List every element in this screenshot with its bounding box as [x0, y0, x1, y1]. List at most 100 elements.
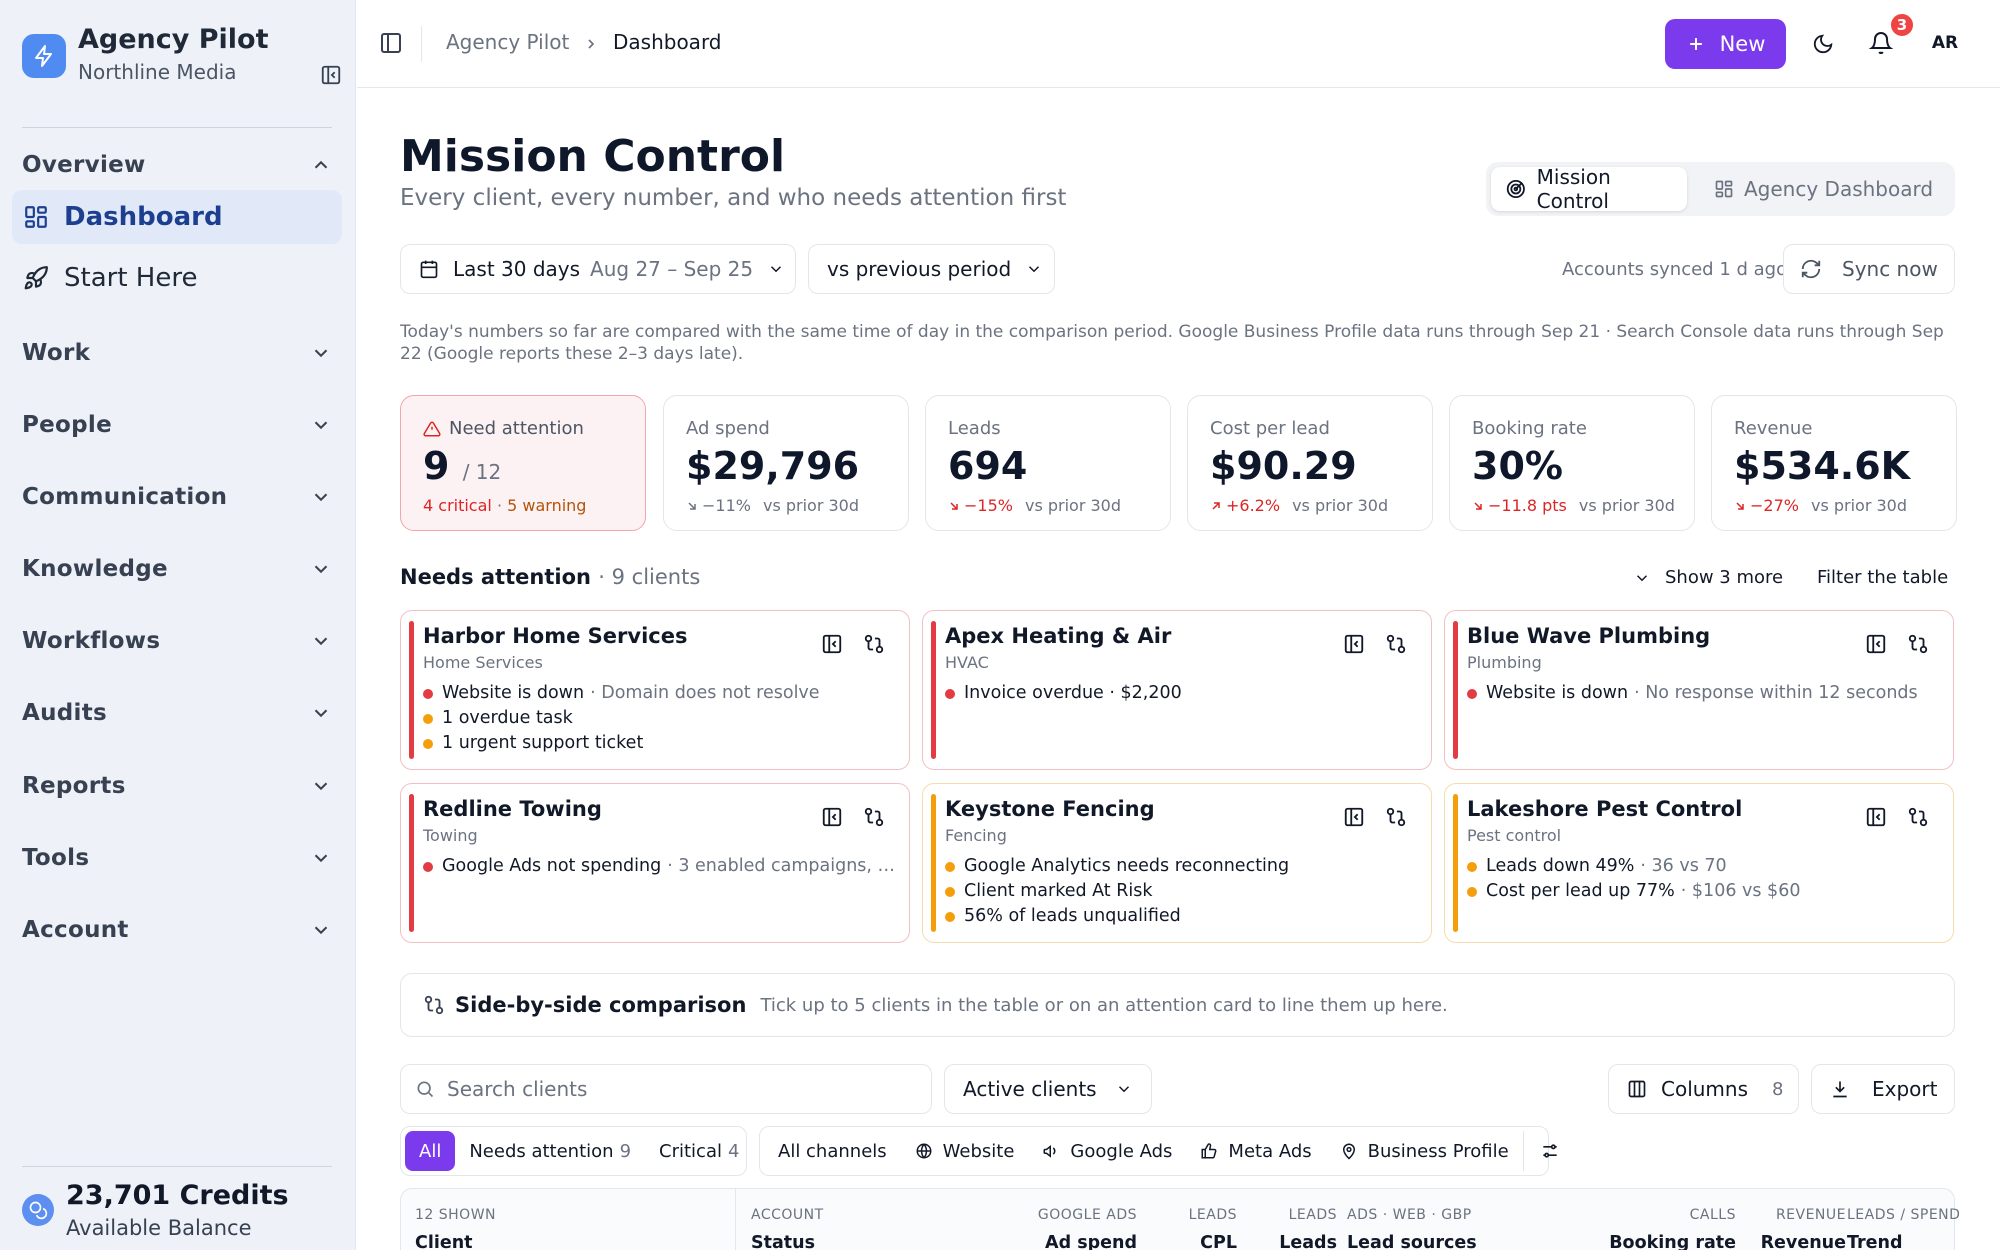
page-title: Mission Control [400, 131, 786, 182]
kpi-value: $29,796 [686, 444, 860, 488]
nav-group-workflows[interactable]: Workflows [22, 621, 332, 661]
client-name[interactable]: Harbor Home Services [423, 624, 688, 648]
pin-panel-icon[interactable] [821, 806, 843, 828]
tab-mission-control[interactable]: Mission Control [1491, 165, 1687, 213]
nav-group-people[interactable]: People [22, 405, 332, 445]
kpi-card-booking-rate[interactable]: Booking rate 30% −11.8 pts vs prior 30d [1449, 395, 1695, 531]
comparison-desc: Tick up to 5 clients in the table or on … [760, 994, 1448, 1016]
column-label: Trend [1847, 1233, 1903, 1250]
client-name[interactable]: Apex Heating & Air [945, 624, 1172, 648]
kpi-card-ad-spend[interactable]: Ad spend $29,796 −11% vs prior 30d [663, 395, 909, 531]
nav-group-tools[interactable]: Tools [22, 838, 332, 878]
collapse-sidebar-icon[interactable] [320, 64, 342, 86]
issue-detail: · No response within 12 seconds [1634, 683, 1918, 703]
toggle-sidebar-icon[interactable] [379, 31, 403, 55]
sidebar-item-start-here[interactable]: Start Here [12, 251, 342, 305]
compare-icon[interactable] [863, 806, 885, 828]
date-range-picker[interactable]: Last 30 days Aug 27 – Sep 25 [400, 244, 796, 294]
columns-count: 8 [1772, 1078, 1784, 1100]
column-header-ad-spend[interactable]: GOOGLE ADS Ad spend [937, 1189, 1137, 1250]
kpi-card-cost-per-lead[interactable]: Cost per lead $90.29 +6.2% vs prior 30d [1187, 395, 1433, 531]
channel-website[interactable]: Website [901, 1131, 1029, 1171]
new-button[interactable]: New [1665, 19, 1786, 69]
pin-panel-icon[interactable] [1343, 633, 1365, 655]
compare-icon[interactable] [1907, 806, 1929, 828]
column-header-booking-rate[interactable]: CALLS Booking rate [1531, 1189, 1736, 1250]
tab-label: Agency Dashboard [1744, 177, 1934, 201]
pin-panel-icon[interactable] [821, 633, 843, 655]
tab-agency-dashboard[interactable]: Agency Dashboard [1714, 167, 1933, 211]
channel-google-ads[interactable]: Google Ads [1028, 1131, 1186, 1171]
kpi-delta-value: −11.8 pts [1488, 496, 1567, 515]
channel-settings-button[interactable] [1522, 1131, 1574, 1171]
sync-now-button[interactable]: Sync now [1783, 244, 1955, 294]
severity-dot [945, 886, 955, 897]
attention-card[interactable]: Lakeshore Pest Control Pest control Leads … [1444, 783, 1954, 943]
column-header-revenue[interactable]: REVENUE Revenue [1736, 1189, 1846, 1250]
compare-icon[interactable] [1907, 633, 1929, 655]
kpi-label: Need attention [449, 418, 584, 439]
attention-card[interactable]: Redline Towing Towing Google Ads not spend… [400, 783, 910, 943]
client-name[interactable]: Keystone Fencing [945, 797, 1155, 821]
nav-group-knowledge[interactable]: Knowledge [22, 549, 332, 589]
column-header-lead-sources[interactable]: ADS · WEB · GBP Lead sources [1347, 1189, 1547, 1250]
comparison-select[interactable]: vs previous period [808, 244, 1055, 294]
client-name[interactable]: Lakeshore Pest Control [1467, 797, 1743, 821]
nav-group-communication[interactable]: Communication [22, 477, 332, 517]
filter-table-link[interactable]: Filter the table [1817, 567, 1949, 588]
columns-button[interactable]: Columns 8 [1608, 1064, 1799, 1114]
nav-group-work[interactable]: Work [22, 333, 332, 373]
nav-group-overview[interactable]: Overview [22, 145, 332, 185]
tab-critical[interactable]: Critical 4 [645, 1131, 753, 1171]
channel-label: Google Ads [1070, 1140, 1173, 1162]
channel-business-profile[interactable]: Business Profile [1326, 1131, 1523, 1171]
side-by-side-comparison: Side-by-side comparison Tick up to 5 cli… [400, 973, 1955, 1037]
sidebar-item-dashboard[interactable]: Dashboard [12, 190, 342, 244]
kpi-need-attention[interactable]: Need attention 9 / 12 4 critical · 5 war… [400, 395, 646, 531]
kpi-card-revenue[interactable]: Revenue $534.6K −27% vs prior 30d [1711, 395, 1957, 531]
attention-card[interactable]: Harbor Home Services Home Services Website… [400, 610, 910, 770]
show-more-button[interactable]: Show 3 more [1633, 567, 1783, 588]
kpi-label: Booking rate [1472, 418, 1587, 439]
client-status-select[interactable]: Active clients [944, 1064, 1152, 1114]
nav-group-reports[interactable]: Reports [22, 766, 332, 806]
refresh-icon [1801, 259, 1821, 279]
breadcrumb-root[interactable]: Agency Pilot [446, 30, 570, 54]
attention-card[interactable]: Apex Heating & Air HVAC Invoice overdue · … [922, 610, 1432, 770]
attention-card[interactable]: Keystone Fencing Fencing Google Analytics … [922, 783, 1432, 943]
column-header-cpl[interactable]: LEADS CPL [1137, 1189, 1237, 1250]
column-header-leads[interactable]: LEADS Leads [1237, 1189, 1337, 1250]
divider [735, 1189, 736, 1250]
brand: Agency Pilot Northline Media [22, 22, 341, 92]
pin-panel-icon[interactable] [1343, 806, 1365, 828]
date-range-dates: Aug 27 – Sep 25 [590, 257, 754, 281]
client-name[interactable]: Blue Wave Plumbing [1467, 624, 1711, 648]
issue-detail: · 36 vs 70 [1640, 856, 1727, 876]
export-button[interactable]: Export [1811, 1064, 1955, 1114]
date-range-label: Last 30 days [453, 257, 581, 281]
nav-group-audits[interactable]: Audits [22, 693, 332, 733]
channel-all[interactable]: All channels [764, 1131, 901, 1171]
compare-icon[interactable] [1385, 806, 1407, 828]
avatar[interactable]: AR [1931, 33, 1959, 53]
severity-bar [409, 621, 414, 759]
compare-icon[interactable] [863, 633, 885, 655]
kpi-card-leads[interactable]: Leads 694 −15% vs prior 30d [925, 395, 1171, 531]
column-header-trend[interactable]: LEADS / SPEND Trend [1847, 1189, 2000, 1250]
bell-icon[interactable] [1869, 31, 1893, 55]
compare-icon[interactable] [1385, 633, 1407, 655]
column-header-status[interactable]: ACCOUNT Status [751, 1189, 951, 1250]
tab-all[interactable]: All [405, 1131, 456, 1171]
channel-meta-ads[interactable]: Meta Ads [1186, 1131, 1325, 1171]
client-name[interactable]: Redline Towing [423, 797, 602, 821]
search-input[interactable]: Search clients [400, 1064, 932, 1114]
attention-card[interactable]: Blue Wave Plumbing Plumbing Website is dow… [1444, 610, 1954, 770]
column-header-client[interactable]: Client [415, 1189, 615, 1250]
pin-panel-icon[interactable] [1865, 806, 1887, 828]
kpi-value-number: 9 [423, 444, 450, 488]
pin-panel-icon[interactable] [1865, 633, 1887, 655]
nav-group-account[interactable]: Account [22, 910, 332, 950]
moon-icon[interactable] [1812, 33, 1834, 55]
tab-needs-attention[interactable]: Needs attention 9 [455, 1131, 645, 1171]
sync-status: Accounts synced 1 d ago [1562, 259, 1788, 280]
